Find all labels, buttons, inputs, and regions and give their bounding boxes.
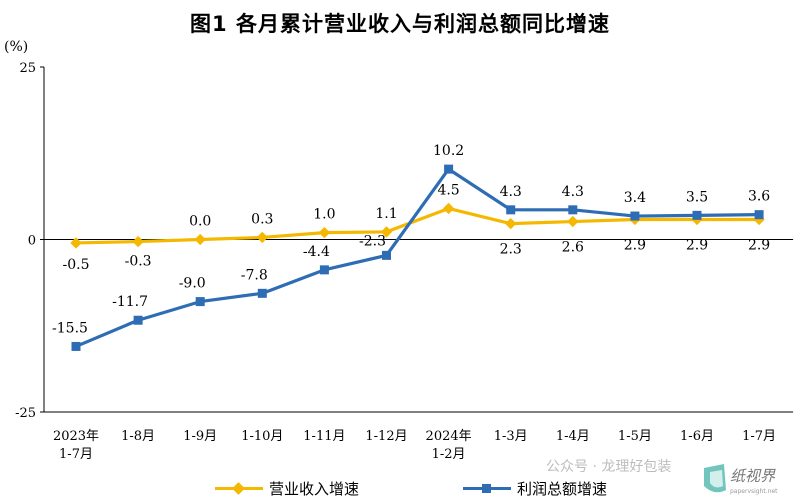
x-tick-label: 1-11月 xyxy=(303,429,345,444)
x-tick-label: 1-7月 xyxy=(742,429,776,444)
legend-item-revenue: 营业收入增速 xyxy=(215,478,359,499)
profit-data-label: 4.3 xyxy=(500,184,522,200)
revenue-series-line xyxy=(75,206,760,245)
revenue-point xyxy=(256,231,268,244)
revenue-point xyxy=(380,226,393,238)
profit-point xyxy=(692,210,702,220)
legend: 营业收入增速 利润总额增速 xyxy=(0,478,800,500)
x-tick-label: 1-3月 xyxy=(494,429,528,444)
x-tick-label-line: 1-9月 xyxy=(183,429,217,444)
x-tick-label-line: 1-7月 xyxy=(742,429,776,444)
x-tick-label: 1-5月 xyxy=(618,429,652,444)
profit-data-label: -15.5 xyxy=(52,320,88,336)
profit-data-label: 3.5 xyxy=(686,189,708,205)
x-tick-label-line: 1-6月 xyxy=(680,429,714,444)
profit-data-label: -7.8 xyxy=(241,267,268,283)
line-chart: 25 0 -25 2023年 1-7月 1-8月 1-9月 1-10月 1-11月 1-12月 20… xyxy=(15,61,794,462)
x-tick-label-line: 2024年 xyxy=(426,429,472,444)
legend-label-revenue: 营业收入增速 xyxy=(269,480,360,498)
diamond-marker-icon xyxy=(232,482,245,495)
x-tick-label: 1-8月 xyxy=(121,429,155,444)
revenue-data-label: 2.9 xyxy=(624,237,646,253)
x-tick-label-line: 1-3月 xyxy=(494,429,528,444)
x-tick-label: 1-10月 xyxy=(241,429,283,444)
x-tick-label-line: 1-5月 xyxy=(618,429,652,444)
profit-point xyxy=(71,341,81,351)
profit-point xyxy=(257,288,267,298)
revenue-data-label: 0.3 xyxy=(251,211,273,227)
profit-point xyxy=(382,250,391,260)
revenue-point xyxy=(132,235,144,248)
revenue-point xyxy=(505,217,517,230)
x-tick-label-line: 1-7月 xyxy=(59,447,93,462)
x-tick-label: 1-4月 xyxy=(556,429,590,444)
profit-data-label: 3.4 xyxy=(624,190,646,206)
square-marker-icon xyxy=(482,484,491,493)
x-tick-label-line: 1-2月 xyxy=(432,447,466,462)
revenue-data-label: -0.5 xyxy=(63,257,90,273)
x-tick-label-line: 1-10月 xyxy=(241,429,283,444)
x-tick-label: 1-6月 xyxy=(680,429,714,444)
watermark: 公众号 · 龙理好包装 xyxy=(546,459,672,475)
revenue-data-label: 4.5 xyxy=(437,182,459,198)
legend-line-revenue xyxy=(215,482,263,495)
revenue-point xyxy=(442,202,455,215)
revenue-data-label: 2.3 xyxy=(500,242,522,258)
profit-data-label: 10.2 xyxy=(433,143,464,159)
profit-point xyxy=(568,205,578,215)
legend-line-profit xyxy=(463,484,511,493)
x-tick-label-line: 1-12月 xyxy=(365,429,407,444)
legend-item-profit: 利润总额增速 xyxy=(463,478,607,499)
revenue-data-label: 1.0 xyxy=(313,207,335,223)
profit-data-label: -4.4 xyxy=(303,244,330,260)
y-tick-label: 25 xyxy=(19,61,36,76)
x-tick-label: 2024年 1-2月 xyxy=(426,429,472,462)
revenue-point xyxy=(318,226,331,239)
revenue-data-label: 2.9 xyxy=(748,237,770,253)
profit-point xyxy=(444,164,454,174)
x-tick-label: 2023年 1-7月 xyxy=(53,429,99,462)
profit-point xyxy=(630,211,640,221)
revenue-point xyxy=(70,237,82,249)
revenue-data-label: -0.3 xyxy=(125,254,152,270)
profit-data-label: -11.7 xyxy=(112,294,148,310)
profit-point xyxy=(133,315,143,325)
y-axis-unit: (%) xyxy=(4,39,29,55)
revenue-point xyxy=(194,233,206,246)
profit-data-label: 3.6 xyxy=(748,189,770,205)
x-tick-label-line: 2023年 xyxy=(53,429,99,444)
profit-series-line xyxy=(75,167,760,348)
y-tick-label: 0 xyxy=(28,234,36,249)
x-tick-label: 1-12月 xyxy=(365,429,407,444)
chart-title: 图1 各月累计营业收入与利润总额同比增速 xyxy=(190,12,610,36)
profit-data-label: 4.3 xyxy=(562,184,584,200)
logo-text: 纸视界 xyxy=(730,467,776,485)
logo-subtext: papervsight.net xyxy=(730,488,778,495)
revenue-data-label: 2.6 xyxy=(562,240,584,256)
y-tick-label: -25 xyxy=(15,406,36,421)
profit-point xyxy=(195,297,205,307)
site-logo-icon: 纸视界 papervsight.net xyxy=(704,464,778,495)
profit-data-label: -2.3 xyxy=(359,233,386,249)
profit-point xyxy=(319,265,329,275)
revenue-data-label: 1.1 xyxy=(375,206,397,222)
legend-label-profit: 利润总额增速 xyxy=(517,480,608,498)
revenue-point xyxy=(567,215,579,228)
profit-point xyxy=(506,205,516,215)
revenue-data-label: 2.9 xyxy=(686,237,708,253)
x-tick-label: 1-9月 xyxy=(183,429,217,444)
profit-point xyxy=(754,210,764,220)
x-tick-label-line: 1-8月 xyxy=(121,429,155,444)
profit-data-label: -9.0 xyxy=(179,276,206,292)
revenue-data-label: 0.0 xyxy=(189,214,211,230)
x-tick-label-line: 1-4月 xyxy=(556,429,590,444)
x-tick-label-line: 1-11月 xyxy=(303,429,345,444)
